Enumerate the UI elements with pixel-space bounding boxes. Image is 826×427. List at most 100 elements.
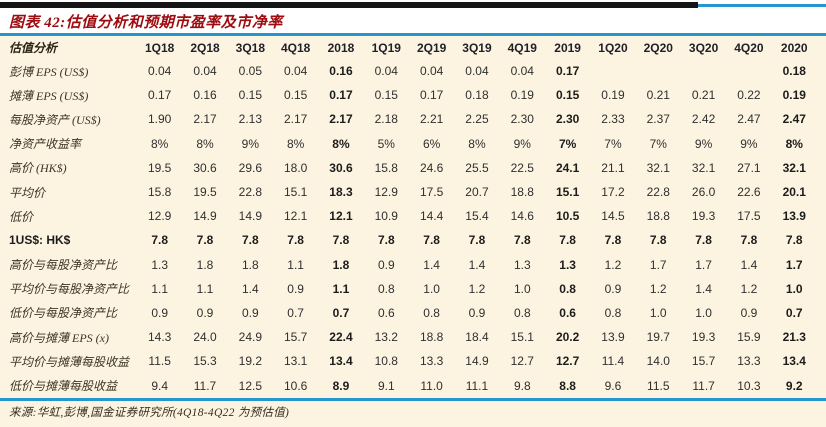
table-cell: 0.7 <box>785 305 803 320</box>
table-row: 1US$: HK$ 7.8 7.8 7.8 7.8 7.8 7.8 7.8 7.8 7.8 7.8 7… <box>9 228 817 252</box>
row-label: 平均价与摊薄每股收益 <box>9 354 130 369</box>
table-cell: 20.7 <box>465 185 489 200</box>
table-cell: 30.6 <box>193 160 217 175</box>
table-cell: 1.7 <box>785 257 803 272</box>
table-cell: 22.8 <box>238 185 262 200</box>
column-header: 3Q20 <box>688 40 719 55</box>
table-cell: 0.05 <box>238 64 262 79</box>
table-cell: 26.0 <box>691 185 716 200</box>
table-cell: 22.4 <box>329 330 353 345</box>
table-cell: 9% <box>241 136 259 151</box>
table-cell: 9.6 <box>604 378 622 393</box>
table-row: 平均价与摊薄每股收益 11.5 15.3 19.2 13.1 13.4 10.8 13.3 14… <box>9 349 817 373</box>
table-cell: 6% <box>422 136 441 151</box>
table-cell: 8.8 <box>559 378 576 393</box>
table-cell: 7.8 <box>332 233 350 248</box>
table-cell: 1.2 <box>468 281 486 296</box>
table-cell: 15.3 <box>193 354 217 369</box>
table-cell: 14.3 <box>147 330 172 345</box>
table-row: 低价 12.9 14.9 14.9 12.1 12.1 10.9 14.4 15.4 14.6 10… <box>9 204 817 228</box>
table-cell: 14.5 <box>601 209 625 224</box>
table-cell: 7% <box>604 136 622 151</box>
row-label: 高价与每股净资产比 <box>9 258 118 273</box>
table-cell: 0.15 <box>374 88 398 103</box>
table-cell: 1.4 <box>241 281 259 296</box>
table-cell: 0.9 <box>604 281 622 296</box>
table-cell: 1.0 <box>785 281 803 296</box>
table-cell: 18.8 <box>646 209 670 224</box>
table-cell: 2.30 <box>555 112 580 127</box>
table-cell: 0.17 <box>555 64 580 79</box>
table-row: 彭博 EPS (US$) 0.04 0.04 0.05 0.04 0.16 0.04 0.04… <box>9 59 817 83</box>
footer-divider <box>0 397 826 401</box>
table-cell: 1.4 <box>468 257 486 272</box>
table-cell: 17.5 <box>419 185 444 200</box>
table-row: 摊薄 EPS (US$) 0.17 0.16 0.15 0.15 0.17 0.15 0.17… <box>9 83 817 107</box>
table-cell: 0.9 <box>287 281 304 296</box>
table-cell: 7% <box>558 136 577 151</box>
table-cell: 0.15 <box>555 88 580 103</box>
table-cell: 0.17 <box>329 88 353 103</box>
table-cell: 18.4 <box>465 330 489 345</box>
table-cell: 1.7 <box>695 257 712 272</box>
table-cell: 1.0 <box>695 305 712 320</box>
table-cell: 2.47 <box>782 112 806 127</box>
top-black-rule <box>0 2 698 8</box>
table-cell: 9.8 <box>513 378 531 393</box>
table-cell: 32.1 <box>646 160 670 175</box>
table-cell: 0.9 <box>241 305 259 320</box>
table-cell: 2.18 <box>374 112 398 127</box>
table-cell: 0.8 <box>559 281 576 296</box>
table-cell: 20.2 <box>555 330 580 345</box>
table-cell: 17.5 <box>737 209 761 224</box>
table-cell: 0.16 <box>329 64 353 79</box>
row-label: 平均价 <box>9 185 46 200</box>
column-header: 2020 <box>780 40 808 55</box>
table-cell: 24.0 <box>193 330 217 345</box>
title-strip: 图表 42:估值分析和预期市盈率及市净率 <box>0 9 826 33</box>
table-cell: 12.9 <box>374 185 398 200</box>
table-cell: 11.7 <box>692 378 715 393</box>
table-cell: 9.4 <box>151 378 168 393</box>
table-cell: 1.3 <box>151 257 168 272</box>
table-cell: 2.30 <box>510 112 534 127</box>
table-cell: 11.5 <box>647 378 670 393</box>
valuation-table: 估值分析 1Q18 2Q18 3Q18 4Q18 2018 1Q19 2Q19 3Q19 4Q1… <box>9 36 817 398</box>
table-cell: 10.9 <box>374 209 398 224</box>
table-cell: 1.1 <box>332 281 350 296</box>
table-cell: 0.9 <box>468 305 486 320</box>
table-row: 高价 (HK$) 19.5 30.6 29.6 18.0 30.6 15.8 24.6 25.5… <box>9 156 817 180</box>
column-header: 1Q18 <box>144 40 175 55</box>
table-cell: 21.3 <box>782 330 806 345</box>
table-cell: 7.8 <box>695 233 712 248</box>
row-label: 低价与每股净资产比 <box>9 306 118 321</box>
table-cell: 1.4 <box>740 257 758 272</box>
table-cell: 9.1 <box>377 378 395 393</box>
table-cell: 15.8 <box>147 185 172 200</box>
table-cell: 0.19 <box>782 88 806 103</box>
table-cell: 7.8 <box>740 233 758 248</box>
table-row: 平均价与每股净资产比 1.1 1.1 1.4 0.9 1.1 0.8 1.0 1.2 1.0 0.8… <box>9 277 817 301</box>
table-cell: 15.1 <box>283 185 308 200</box>
table-cell: 7.8 <box>559 233 576 248</box>
column-header: 2Q18 <box>190 40 220 55</box>
table-cell: 0.9 <box>740 305 758 320</box>
table-cell: 15.9 <box>737 330 761 345</box>
table-cell: 13.3 <box>419 354 444 369</box>
table-cell: 2.33 <box>601 112 625 127</box>
table-cell: 1.3 <box>559 257 576 272</box>
table-row: 每股净资产 (US$) 1.90 2.17 2.13 2.17 2.17 2.18 2.21 2… <box>9 107 817 131</box>
table-cell: 1.8 <box>196 257 214 272</box>
table-cell: 0.18 <box>465 88 489 103</box>
column-header: 2019 <box>554 40 581 55</box>
row-label: 平均价与每股净资产比 <box>9 282 130 297</box>
table-cell: 11.1 <box>465 378 489 393</box>
table-cell: 0.22 <box>737 88 761 103</box>
table-cell: 18.0 <box>283 160 308 175</box>
table-cell: 32.1 <box>782 160 806 175</box>
table-cell: 0.9 <box>151 305 168 320</box>
table-cell: 7.8 <box>241 233 259 248</box>
table-cell: 32.1 <box>691 160 716 175</box>
table-cell: 19.5 <box>193 185 217 200</box>
table-cell: 24.1 <box>555 160 580 175</box>
